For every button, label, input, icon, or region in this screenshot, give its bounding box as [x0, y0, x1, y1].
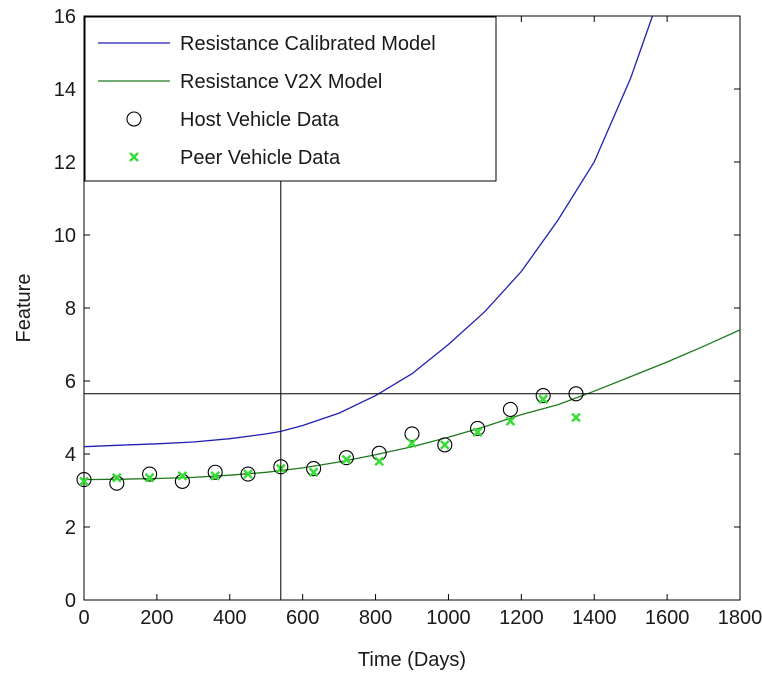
- peer-data-point: [144, 472, 155, 483]
- peer-data-point: [341, 454, 352, 465]
- legend: Resistance Calibrated Model Resistance V2…: [84, 16, 497, 182]
- x-tick-label: 1000: [426, 607, 471, 629]
- peer-data-point: [571, 412, 581, 423]
- legend-label: Resistance Calibrated Model: [180, 33, 436, 55]
- y-tick-label: 16: [54, 6, 76, 28]
- peer-data-point: [111, 472, 122, 483]
- x-tick-label: 600: [286, 607, 319, 629]
- host-data-point: [306, 461, 322, 477]
- host-data-point: [437, 437, 453, 453]
- y-tick-label: 8: [65, 298, 76, 320]
- host-data-point: [502, 401, 518, 418]
- peer-data-point: [210, 471, 221, 481]
- y-tick-label: 6: [65, 371, 76, 393]
- reference-lines: [84, 176, 740, 600]
- series-line-1: [83, 329, 741, 481]
- y-axis: 0 2 4 6 8 10 12 14 16: [54, 6, 740, 612]
- legend-symbol: [129, 152, 139, 162]
- series-layer: [76, 15, 741, 491]
- peer-data-point: [308, 467, 319, 478]
- x-tick-label: 400: [213, 607, 246, 629]
- y-tick-label: 12: [54, 152, 76, 174]
- series-line-0: [83, 15, 654, 448]
- y-tick-label: 2: [65, 517, 76, 539]
- x-tick-label: 800: [359, 607, 392, 629]
- x-tick-label: 0: [78, 607, 89, 629]
- peer-data-point: [243, 469, 253, 479]
- host-data-point: [404, 426, 420, 442]
- host-data-point: [470, 420, 486, 437]
- x-axis: 0 200 400 600 800 1000 1200 1400 1600 1800: [78, 16, 762, 629]
- peer-data-point: [538, 394, 549, 405]
- y-tick-label: 14: [54, 79, 76, 101]
- host-data-point: [535, 388, 551, 404]
- legend-symbol: [126, 111, 142, 127]
- peer-data-point: [407, 438, 417, 448]
- y-tick-label: 4: [65, 444, 76, 466]
- x-tick-label: 1600: [645, 607, 690, 629]
- y-axis-title: Feature: [13, 274, 35, 343]
- host-data-point: [76, 471, 92, 488]
- legend-label: Resistance V2X Model: [180, 71, 382, 93]
- host-data-point: [338, 450, 354, 466]
- legend-label: Peer Vehicle Data: [180, 147, 341, 169]
- peer-data-point: [374, 456, 385, 467]
- peer-data-point: [505, 416, 516, 426]
- y-tick-label: 10: [54, 225, 76, 247]
- host-data-point: [142, 466, 158, 482]
- y-tick-label: 0: [65, 590, 76, 612]
- peer-data-point: [439, 440, 450, 450]
- x-axis-title: Time (Days): [358, 649, 466, 671]
- x-tick-label: 1800: [718, 607, 762, 629]
- legend-box: [84, 16, 497, 182]
- x-tick-label: 1400: [572, 607, 617, 629]
- host-data-point: [240, 466, 256, 482]
- peer-data-point: [177, 471, 188, 481]
- peer-data-point: [79, 476, 89, 487]
- x-tick-label: 200: [140, 607, 173, 629]
- legend-label: Host Vehicle Data: [180, 109, 340, 131]
- peer-data-point: [472, 427, 483, 437]
- host-data-point: [207, 464, 223, 480]
- x-tick-label: 1200: [499, 607, 544, 629]
